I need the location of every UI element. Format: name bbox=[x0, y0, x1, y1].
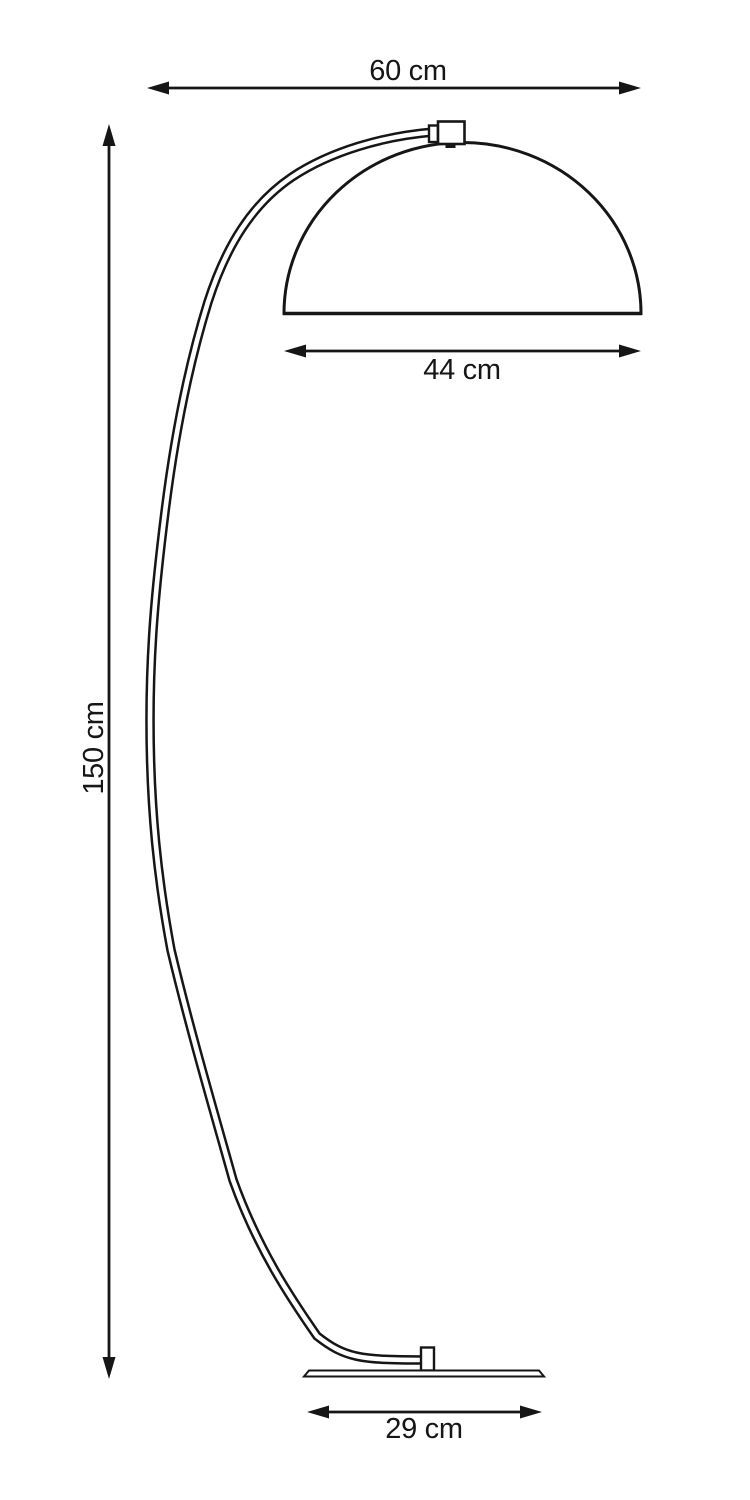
arrowhead-left-icon bbox=[147, 81, 169, 95]
lamp-shade-dome bbox=[282, 141, 643, 315]
arrowhead-left-icon bbox=[307, 1405, 329, 1419]
base-plate bbox=[301, 1369, 547, 1378]
arrowhead-left-icon bbox=[284, 344, 306, 358]
arrowhead-up-icon bbox=[102, 124, 116, 146]
lamp-arm-core bbox=[147, 129, 435, 1363]
lamp-arm-outline bbox=[145, 127, 435, 1365]
arrowhead-right-icon bbox=[619, 81, 641, 95]
dimension-label-total-width: 60 cm bbox=[369, 55, 446, 87]
dimension-label-total-height: 150 cm bbox=[78, 701, 110, 794]
dimension-base-width: 29 cm bbox=[307, 1405, 542, 1445]
dimension-shade-width: 44 cm bbox=[284, 344, 641, 386]
lamp bbox=[145, 120, 643, 1378]
arrowhead-right-icon bbox=[520, 1405, 542, 1419]
dimension-label-base-width: 29 cm bbox=[385, 1413, 462, 1445]
shade-mount-nub bbox=[445, 143, 456, 148]
arrowhead-down-icon bbox=[102, 1357, 116, 1379]
arrowhead-right-icon bbox=[619, 344, 641, 358]
shade-mount-collar bbox=[427, 124, 440, 144]
dimension-label-shade-width: 44 cm bbox=[423, 354, 500, 386]
dimension-total-width: 60 cm bbox=[147, 55, 641, 95]
base-mount bbox=[419, 1346, 436, 1372]
dimension-total-height: 150 cm bbox=[78, 124, 116, 1379]
shade-mount-block bbox=[436, 120, 466, 146]
